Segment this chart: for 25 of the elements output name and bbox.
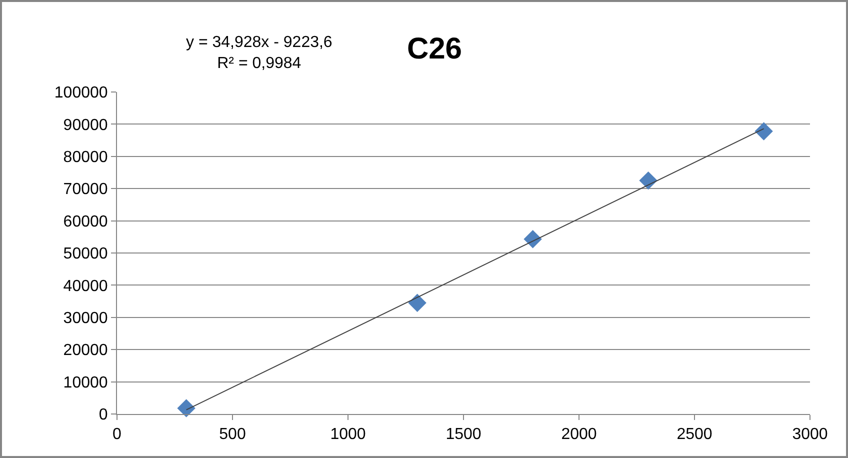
y-tick-label: 30000 xyxy=(63,310,108,327)
x-tick-label: 2500 xyxy=(676,426,712,444)
y-tick-label: 90000 xyxy=(63,116,108,134)
chart-title: C26 xyxy=(406,32,462,66)
y-tick-label: 70000 xyxy=(63,181,108,198)
point xyxy=(177,399,196,418)
x-tick-label: 0 xyxy=(112,426,122,444)
y-tick-label: 100000 xyxy=(54,84,108,102)
x-tick-label: 3000 xyxy=(792,426,828,444)
x-tick-label: 2000 xyxy=(561,426,597,444)
y-tick-label: 80000 xyxy=(63,149,108,166)
y-tick-label: 10000 xyxy=(63,374,108,392)
point xyxy=(408,294,426,312)
point xyxy=(639,171,658,190)
text: y = 34,928x - 9223,6 R² = 0,9984 xyxy=(186,34,332,72)
point xyxy=(754,122,773,140)
y-tick-label: 60000 xyxy=(63,213,108,230)
x-tick-label: 500 xyxy=(219,426,246,444)
y-tick-label: 40000 xyxy=(63,278,108,295)
x-tick-label: 1500 xyxy=(446,426,482,444)
point xyxy=(524,230,542,248)
y-tick-label: 50000 xyxy=(63,246,108,263)
y-tick-label: 0 xyxy=(98,406,108,424)
x-tick-label: 1000 xyxy=(330,426,366,444)
y-tick-label: 20000 xyxy=(63,342,108,360)
